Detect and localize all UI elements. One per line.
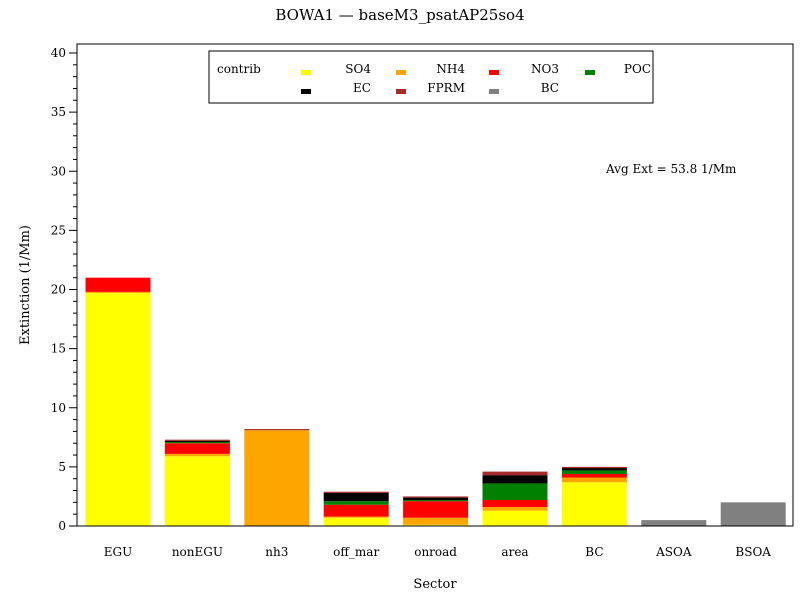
bar-segment-so4 [85, 293, 151, 526]
x-tick-label: off_mar [333, 545, 379, 559]
y-tick-label: 5 [58, 460, 66, 474]
legend-label-bc: BC [541, 81, 559, 95]
legend-label-fprm: FPRM [427, 81, 465, 95]
legend-marker-poc [585, 70, 595, 75]
bar-segment-poc [561, 470, 627, 474]
bar-segment-no3 [403, 501, 469, 518]
legend-label-ec: EC [353, 81, 371, 95]
legend-label-nh4: NH4 [436, 62, 465, 76]
bar-segment-so4 [164, 456, 230, 526]
y-tick-label: 40 [51, 46, 66, 60]
plot-frame [76, 43, 794, 527]
y-axis-label: Extinction (1/Mm) [18, 225, 33, 345]
legend-marker-nh4 [396, 70, 406, 75]
bar-segment-nh4 [85, 291, 151, 294]
y-tick-label: 25 [51, 223, 66, 237]
legend: contrib SO4 NH4 NO3 POC EC FPRM BC [208, 50, 654, 104]
avg-ext-annotation: Avg Ext = 53.8 1/Mm [605, 162, 737, 176]
bar-segment-fprm [164, 439, 230, 441]
x-tick-label: nh3 [265, 545, 288, 559]
bar-segment-ec [482, 475, 548, 484]
bar-segment-poc [164, 442, 230, 444]
bar-segment-fprm [482, 471, 548, 476]
y-tick-label: 35 [51, 105, 66, 119]
bar-segment-fprm [244, 429, 310, 431]
x-tick-label: nonEGU [172, 545, 223, 559]
x-tick-label: BSOA [735, 545, 771, 559]
x-tick-label: BC [585, 545, 603, 559]
x-tick-label: onroad [414, 545, 457, 559]
bar-segment-nh4 [403, 517, 469, 525]
bar-segment-ec [403, 497, 469, 500]
chart-title: BOWA1 — baseM3_psatAP25so4 [275, 6, 525, 24]
x-axis-label: Sector [413, 577, 457, 592]
y-tick-label: 0 [58, 519, 66, 533]
legend-label-so4: SO4 [345, 62, 371, 76]
bar-segment-so4 [403, 524, 469, 526]
legend-marker-ec [301, 89, 311, 94]
y-axis: 0 5 10 15 20 25 30 35 40 [51, 46, 77, 533]
bar-segment-no3 [323, 504, 389, 517]
bar-segment-no3 [482, 499, 548, 508]
x-tick-label: ASOA [655, 545, 692, 559]
bar-segment-ec [164, 440, 230, 443]
bar-segment-poc [403, 499, 469, 502]
bar-segment-so4 [482, 510, 548, 526]
bars-group [85, 277, 786, 526]
bar-segment-no3 [561, 473, 627, 478]
bar-segment-fprm [323, 491, 389, 493]
bar-segment-nh4 [164, 453, 230, 457]
y-tick-label: 10 [51, 401, 66, 415]
bar-segment-fprm [403, 496, 469, 498]
bar-segment-so4 [561, 482, 627, 526]
legend-label-no3: NO3 [531, 62, 559, 76]
legend-marker-fprm [396, 89, 406, 94]
bar-segment-ec [561, 468, 627, 471]
x-tick-label: EGU [104, 545, 132, 559]
bar-segment-no3 [85, 277, 151, 292]
legend-marker-no3 [489, 70, 499, 75]
bar-segment-poc [323, 501, 389, 505]
bar-segment-nh4 [323, 516, 389, 518]
bar-segment-nh4 [244, 430, 310, 526]
legend-title: contrib [217, 62, 261, 76]
bar-segment-fprm [561, 466, 627, 469]
bar-segment-so4 [323, 517, 389, 526]
y-tick-label: 15 [51, 342, 66, 356]
legend-box [208, 50, 654, 104]
legend-marker-bc [489, 89, 499, 94]
legend-label-poc: POC [624, 62, 651, 76]
bar-segment-no3 [164, 443, 230, 454]
bar-segment-poc [482, 483, 548, 500]
bar-segment-bc [720, 502, 786, 526]
bar-segment-nh4 [561, 477, 627, 483]
bar-segment-ec [323, 492, 389, 502]
legend-marker-so4 [301, 70, 311, 75]
x-axis: EGU nonEGU nh3 off_mar onroad area BC ASOA BSOA [104, 545, 772, 559]
x-tick-label: area [501, 545, 528, 559]
bar-segment-bc [641, 520, 707, 526]
bar-segment-nh4 [482, 507, 548, 511]
y-tick-label: 30 [51, 164, 66, 178]
y-tick-label: 20 [51, 283, 66, 297]
